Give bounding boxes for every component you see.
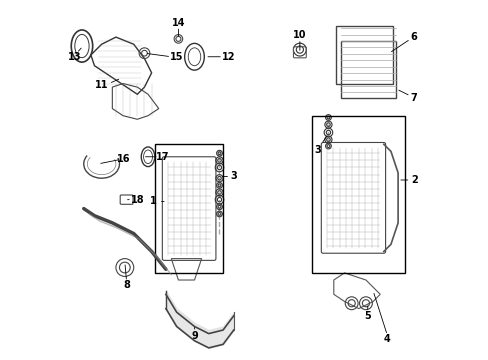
Text: 17: 17 [156, 152, 169, 162]
Text: 18: 18 [130, 195, 144, 204]
Text: 3: 3 [314, 145, 321, 155]
Bar [312, 116, 405, 273]
Text: 6: 6 [410, 32, 417, 42]
Text: 9: 9 [191, 332, 198, 342]
Text: 16: 16 [117, 154, 130, 163]
Text: 13: 13 [68, 52, 81, 62]
Text: 3: 3 [230, 171, 237, 181]
Text: 1: 1 [150, 197, 157, 206]
Text: 12: 12 [221, 52, 235, 62]
Text: 7: 7 [410, 93, 417, 103]
Text: 10: 10 [292, 30, 306, 40]
Text: 14: 14 [171, 18, 185, 28]
Text: 8: 8 [123, 280, 130, 291]
Text: 15: 15 [169, 53, 183, 63]
Text: 4: 4 [383, 334, 390, 344]
Text: 5: 5 [364, 311, 370, 321]
Bar [155, 144, 223, 273]
Text: 2: 2 [410, 175, 417, 185]
Text: 11: 11 [95, 80, 108, 90]
